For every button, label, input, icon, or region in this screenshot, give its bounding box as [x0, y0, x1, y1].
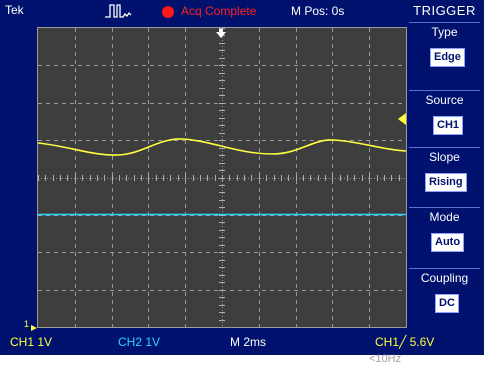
ch1-scale-readout[interactable]: CH1 1V: [10, 335, 53, 349]
menu-item-source[interactable]: Source CH1: [405, 93, 484, 147]
graticule: [38, 28, 406, 327]
frequency-readout: <10Hz: [369, 353, 402, 365]
ch1-waveform: [38, 138, 406, 156]
trigger-menu: TRIGGER Type Edge Source CH1 Slope Risin…: [405, 0, 484, 328]
menu-divider: [409, 268, 480, 269]
menu-item-value: CH1: [433, 116, 464, 135]
menu-divider: [409, 90, 480, 91]
menu-item-coupling[interactable]: Coupling DC: [405, 271, 484, 325]
horizontal-position: M Pos: 0s: [291, 4, 345, 18]
menu-item-label: Mode: [429, 210, 460, 224]
menu-item-label: Source: [425, 93, 464, 107]
status-bar: Tek Acq Complete M Pos: 0s: [0, 0, 405, 22]
timebase-readout[interactable]: M 2ms: [230, 335, 266, 349]
svg-text:1: 1: [24, 319, 29, 329]
menu-divider: [409, 147, 480, 148]
menu-item-value: Rising: [425, 173, 467, 192]
menu-item-value: Edge: [430, 48, 465, 67]
menu-title: TRIGGER: [413, 3, 476, 18]
menu-item-slope[interactable]: Slope Rising: [405, 150, 484, 204]
menu-item-value: DC: [435, 294, 459, 313]
brand-label: Tek: [5, 3, 24, 17]
menu-divider: [409, 207, 480, 208]
menu-item-value: Auto: [431, 233, 465, 252]
menu-item-type[interactable]: Type Edge: [405, 25, 484, 79]
readout-bar: CH1 1V CH2 1V M 2ms CH1╱ 5.6V: [0, 331, 484, 355]
ch2-scale-readout[interactable]: CH2 1V: [118, 335, 161, 349]
menu-item-mode[interactable]: Mode Auto: [405, 210, 484, 264]
ch1-ground-marker-icon: 1: [24, 319, 37, 331]
waveform-display: [37, 27, 407, 328]
menu-divider: [409, 22, 480, 23]
acquisition-status: Acq Complete: [181, 4, 257, 18]
menu-item-label: Slope: [429, 150, 460, 164]
run-dot-icon: [162, 6, 174, 18]
menu-item-label: Type: [431, 25, 458, 39]
trigger-level-marker-icon: [398, 113, 406, 125]
pulse-trigger-icon: [105, 4, 132, 18]
trigger-position-marker-icon: [216, 29, 226, 38]
menu-item-label: Coupling: [420, 271, 469, 285]
trigger-level-readout[interactable]: CH1╱ 5.6V: [375, 335, 435, 349]
